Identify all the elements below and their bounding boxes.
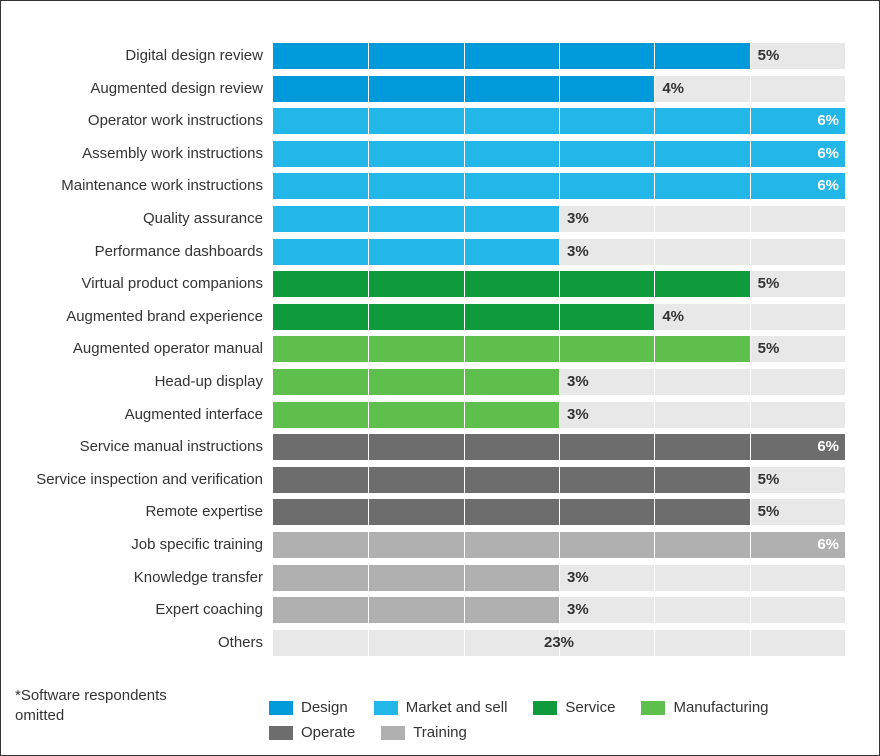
- bar-row-label: Maintenance work instructions: [11, 173, 263, 199]
- legend-swatch: [533, 701, 557, 715]
- bar: [273, 499, 750, 525]
- bar-value-label: 23%: [273, 630, 845, 656]
- bar-value-label: 6%: [273, 141, 845, 167]
- bar-row: Quality assurance3%: [273, 206, 845, 232]
- bar-value-label: 4%: [654, 304, 684, 330]
- gridline: [845, 43, 846, 661]
- bar: [273, 565, 559, 591]
- bar: [273, 402, 559, 428]
- bar-value-label: 3%: [559, 565, 589, 591]
- legend-swatch: [269, 726, 293, 740]
- bar-row: Augmented interface3%: [273, 402, 845, 428]
- bar-value-label: 5%: [750, 271, 780, 297]
- gridline: [654, 43, 655, 661]
- legend-item: Design: [269, 699, 348, 716]
- bar-row-label: Expert coaching: [11, 597, 263, 623]
- legend: Design Market and sell Service Manufacturin…: [269, 699, 849, 741]
- bar-row-label: Digital design review: [11, 43, 263, 69]
- legend-item: Manufacturing: [641, 699, 768, 716]
- bar-value-label: 6%: [273, 173, 845, 199]
- legend-swatch: [381, 726, 405, 740]
- bar-row-label: Augmented interface: [11, 402, 263, 428]
- chart-container: 0%1%2%3%4%5%6% Digital design review5%Au…: [0, 0, 880, 756]
- bar-value-label: 5%: [750, 43, 780, 69]
- legend-item: Training: [381, 724, 467, 741]
- bar-row-label: Assembly work instructions: [11, 141, 263, 167]
- bar: [273, 206, 559, 232]
- bar-row: Expert coaching3%: [273, 597, 845, 623]
- bar-value-label: 3%: [559, 597, 589, 623]
- bar-value-label: 3%: [559, 239, 589, 265]
- bar-row-label: Service inspection and verification: [11, 467, 263, 493]
- bar-row-label: Knowledge transfer: [11, 565, 263, 591]
- bar-row: Head-up display3%: [273, 369, 845, 395]
- bar-row-label: Others: [11, 630, 263, 656]
- bar-value-label: 5%: [750, 499, 780, 525]
- bar-row-label: Augmented design review: [11, 76, 263, 102]
- legend-label: Training: [413, 724, 467, 741]
- legend-label: Manufacturing: [673, 699, 768, 716]
- bar-value-label: 3%: [559, 402, 589, 428]
- bar-value-label: 5%: [750, 336, 780, 362]
- bar: [273, 239, 559, 265]
- bar: [273, 43, 750, 69]
- bar-row: Performance dashboards3%: [273, 239, 845, 265]
- bar: [273, 336, 750, 362]
- bar-row: Job specific training6%: [273, 532, 845, 558]
- legend-swatch: [269, 701, 293, 715]
- bar-value-label: 6%: [273, 532, 845, 558]
- bar-row-label: Remote expertise: [11, 499, 263, 525]
- bar-value-label: 3%: [559, 369, 589, 395]
- legend-item: Market and sell: [374, 699, 508, 716]
- bar-row-label: Service manual instructions: [11, 434, 263, 460]
- bar-row: Assembly work instructions6%: [273, 141, 845, 167]
- legend-label: Operate: [301, 724, 355, 741]
- gridline: [368, 43, 369, 661]
- bar: [273, 467, 750, 493]
- bar-row: Service manual instructions6%: [273, 434, 845, 460]
- bar-row: Operator work instructions6%: [273, 108, 845, 134]
- bar-value-label: 5%: [750, 467, 780, 493]
- legend-item: Operate: [269, 724, 355, 741]
- bar-row-label: Operator work instructions: [11, 108, 263, 134]
- footnote: *Software respondents omitted: [15, 686, 215, 725]
- bar-row: Maintenance work instructions6%: [273, 173, 845, 199]
- bar-value-label: 3%: [559, 206, 589, 232]
- bar-row-label: Performance dashboards: [11, 239, 263, 265]
- bar-value-label: 6%: [273, 108, 845, 134]
- legend-swatch: [374, 701, 398, 715]
- legend-label: Market and sell: [406, 699, 508, 716]
- bar-row-label: Job specific training: [11, 532, 263, 558]
- legend-label: Service: [565, 699, 615, 716]
- legend-item: Service: [533, 699, 615, 716]
- bar-row: Others23%: [273, 630, 845, 656]
- bar-row-label: Virtual product companions: [11, 271, 263, 297]
- bar: [273, 597, 559, 623]
- bar: [273, 369, 559, 395]
- bar-row-label: Augmented operator manual: [11, 336, 263, 362]
- bar-row-label: Head-up display: [11, 369, 263, 395]
- bar: [273, 271, 750, 297]
- bar-row-label: Augmented brand experience: [11, 304, 263, 330]
- bar-value-label: 4%: [654, 76, 684, 102]
- bar-row-label: Quality assurance: [11, 206, 263, 232]
- legend-label: Design: [301, 699, 348, 716]
- gridline: [464, 43, 465, 661]
- legend-swatch: [641, 701, 665, 715]
- plot-area: Digital design review5%Augmented design …: [273, 43, 845, 661]
- bar-row: Knowledge transfer3%: [273, 565, 845, 591]
- bar-value-label: 6%: [273, 434, 845, 460]
